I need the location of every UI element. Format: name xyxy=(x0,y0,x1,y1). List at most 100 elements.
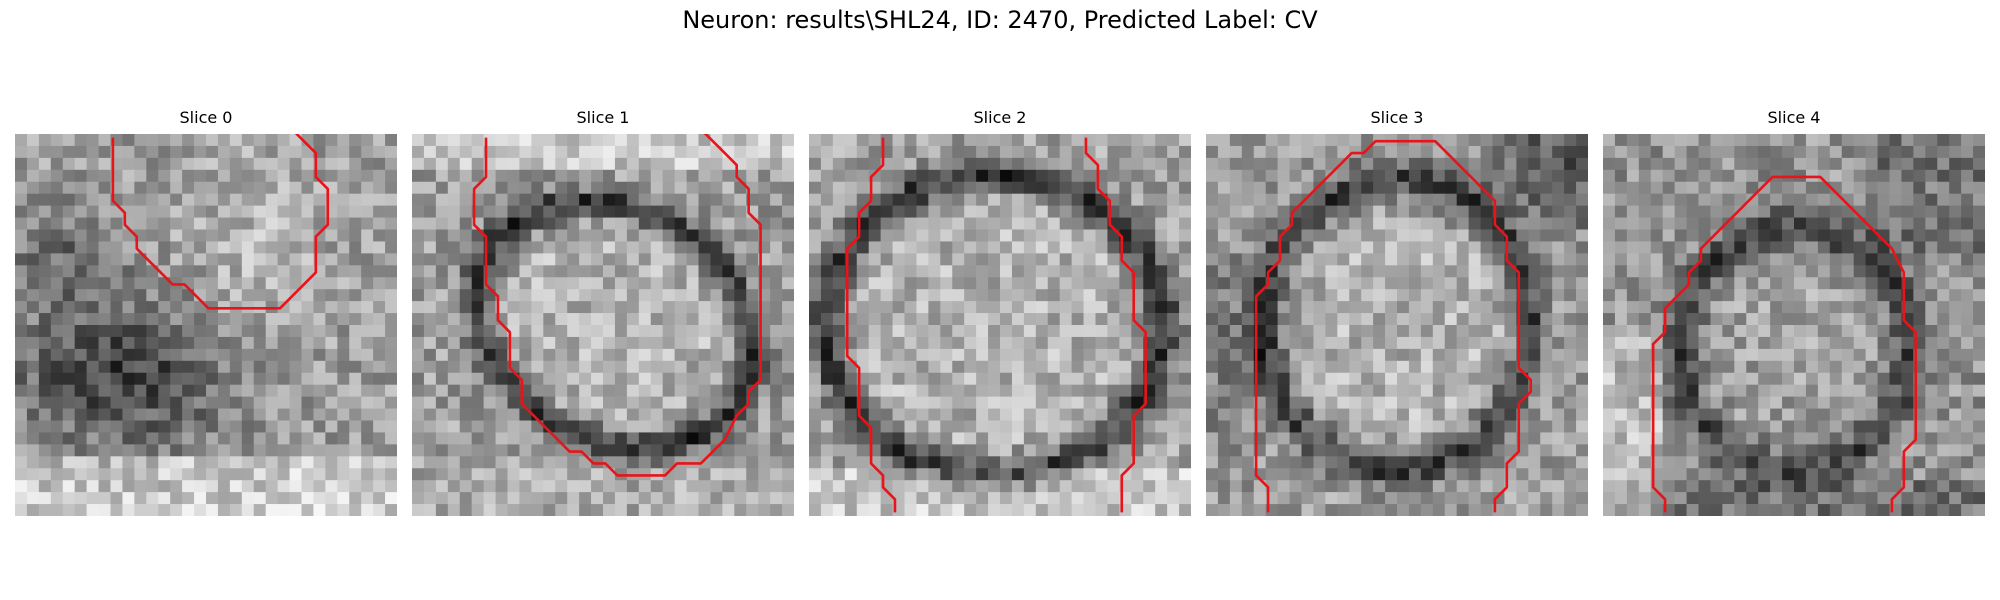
image-pixel xyxy=(1817,420,1831,433)
image-pixel xyxy=(1349,360,1362,374)
image-pixel xyxy=(1480,456,1493,469)
image-pixel xyxy=(1071,432,1084,445)
image-pixel xyxy=(1576,301,1588,314)
image-pixel xyxy=(710,372,723,386)
image-pixel xyxy=(1576,217,1588,230)
image-pixel xyxy=(1925,241,1938,254)
image-pixel xyxy=(229,384,243,397)
image-pixel xyxy=(1817,241,1831,254)
image-pixel xyxy=(579,253,592,266)
image-pixel xyxy=(229,205,243,218)
image-pixel xyxy=(928,169,941,183)
image-pixel xyxy=(349,301,362,314)
image-pixel xyxy=(1973,277,1985,290)
image-pixel xyxy=(1155,181,1168,195)
image-pixel xyxy=(1337,181,1350,195)
image-pixel xyxy=(1805,336,1819,350)
image-pixel xyxy=(1035,205,1049,218)
image-pixel xyxy=(1805,229,1819,242)
image-pixel xyxy=(337,217,350,230)
image-pixel xyxy=(1877,396,1890,409)
image-pixel xyxy=(1277,157,1290,171)
image-pixel xyxy=(591,360,604,374)
image-pixel xyxy=(1313,480,1326,493)
image-pixel xyxy=(361,289,374,302)
image-pixel xyxy=(928,480,941,493)
image-pixel xyxy=(722,444,735,457)
image-pixel xyxy=(1361,492,1374,505)
image-pixel xyxy=(253,384,267,397)
image-pixel xyxy=(206,504,219,516)
image-pixel xyxy=(698,289,711,302)
image-pixel xyxy=(1289,253,1302,266)
image-pixel xyxy=(1913,193,1926,206)
image-pixel xyxy=(531,313,544,326)
image-pixel xyxy=(976,456,989,469)
image-pixel xyxy=(1289,408,1302,421)
image-pixel xyxy=(1734,277,1747,290)
image-pixel xyxy=(1552,301,1565,314)
image-pixel xyxy=(1047,372,1061,386)
image-pixel xyxy=(241,468,255,481)
image-pixel xyxy=(1011,181,1025,195)
image-pixel xyxy=(1961,384,1974,397)
image-pixel xyxy=(650,348,664,362)
image-pixel xyxy=(146,420,159,433)
image-pixel xyxy=(880,348,893,362)
image-pixel xyxy=(471,468,484,481)
image-pixel xyxy=(1385,420,1398,433)
image-pixel xyxy=(495,408,508,421)
image-pixel xyxy=(459,432,473,445)
image-pixel xyxy=(1564,241,1577,254)
image-pixel xyxy=(1167,384,1180,397)
image-pixel xyxy=(1516,384,1529,397)
image-pixel xyxy=(1206,181,1219,195)
image-pixel xyxy=(158,145,171,159)
image-pixel xyxy=(1603,444,1616,457)
image-pixel xyxy=(1071,253,1084,266)
image-pixel xyxy=(1674,289,1687,302)
image-pixel xyxy=(1650,157,1664,171)
image-pixel xyxy=(1829,348,1843,362)
image-pixel xyxy=(1337,313,1350,326)
image-pixel xyxy=(217,420,231,433)
image-pixel xyxy=(892,265,905,278)
image-pixel xyxy=(1035,408,1049,421)
image-pixel xyxy=(349,360,362,374)
image-pixel xyxy=(1408,313,1422,326)
image-pixel xyxy=(662,396,675,409)
image-pixel xyxy=(1361,265,1374,278)
image-pixel xyxy=(1408,289,1422,302)
image-pixel xyxy=(1444,456,1458,469)
image-pixel xyxy=(1614,217,1628,230)
image-pixel xyxy=(349,492,362,505)
image-pixel xyxy=(1277,456,1290,469)
image-pixel xyxy=(832,336,846,350)
image-pixel xyxy=(1603,396,1616,409)
image-pixel xyxy=(62,504,76,516)
image-pixel xyxy=(662,336,675,350)
image-pixel xyxy=(1277,217,1290,230)
image-pixel xyxy=(1408,277,1422,290)
image-pixel xyxy=(698,420,711,433)
image-pixel xyxy=(313,301,326,314)
image-pixel xyxy=(1552,408,1565,421)
image-pixel xyxy=(1143,313,1156,326)
image-pixel xyxy=(626,420,640,433)
image-pixel xyxy=(1817,313,1831,326)
image-pixel xyxy=(1961,444,1974,457)
image-pixel xyxy=(1253,169,1267,183)
image-pixel xyxy=(1937,253,1950,266)
image-pixel xyxy=(832,241,846,254)
image-pixel xyxy=(1722,325,1735,338)
image-pixel xyxy=(1794,265,1807,278)
image-pixel xyxy=(471,277,484,290)
image-pixel xyxy=(1011,432,1025,445)
image-pixel xyxy=(1614,432,1628,445)
image-pixel xyxy=(543,480,556,493)
image-pixel xyxy=(1071,205,1084,218)
image-pixel xyxy=(1662,229,1675,242)
image-pixel xyxy=(820,492,834,505)
image-pixel xyxy=(567,265,580,278)
image-pixel xyxy=(614,432,628,445)
